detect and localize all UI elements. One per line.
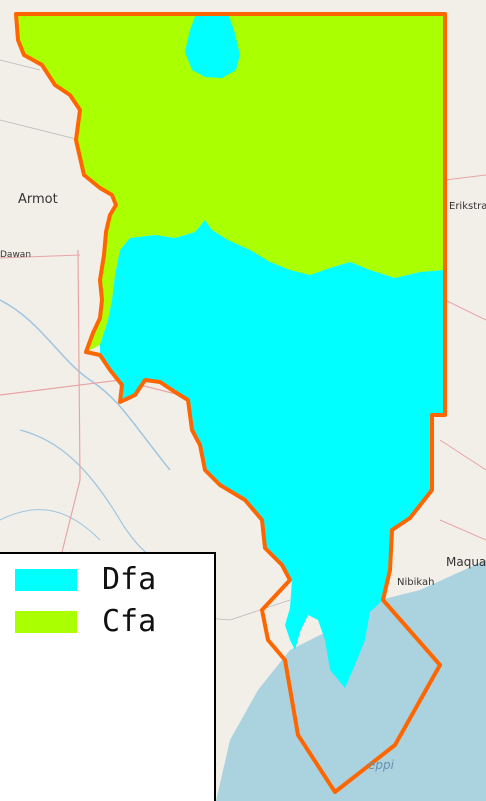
river	[0, 299, 171, 471]
legend-swatch-cfa	[15, 611, 77, 633]
legend-item-dfa: Dfa	[15, 562, 157, 597]
road	[444, 174, 486, 181]
lake-water	[216, 560, 486, 801]
region-dfa-north[interactable]	[185, 14, 240, 78]
road	[0, 254, 81, 259]
road	[0, 59, 41, 71]
region-dfa[interactable]	[100, 220, 445, 688]
study-area-boundary	[14, 12, 447, 794]
road	[439, 519, 486, 541]
road	[439, 439, 486, 471]
road	[0, 119, 81, 141]
place-label-armot: Armot	[18, 192, 58, 207]
place-label-maqua: Maqua	[446, 555, 486, 569]
road	[59, 249, 81, 561]
legend-swatch-dfa	[15, 569, 77, 591]
legend-label-cfa: Cfa	[102, 604, 157, 639]
water-label: eppi	[368, 758, 395, 772]
legend-item-cfa: Cfa	[15, 604, 157, 639]
region-cfa[interactable]	[16, 14, 445, 352]
legend-label-dfa: Dfa	[102, 562, 157, 597]
place-label-dawan: Dawan	[0, 250, 31, 260]
legend: Dfa Cfa	[0, 552, 216, 801]
river	[0, 509, 101, 541]
place-label-nibikah: Nibikah	[397, 577, 434, 588]
place-label-erikstrand: Erikstrand	[449, 201, 486, 212]
road	[444, 299, 486, 321]
